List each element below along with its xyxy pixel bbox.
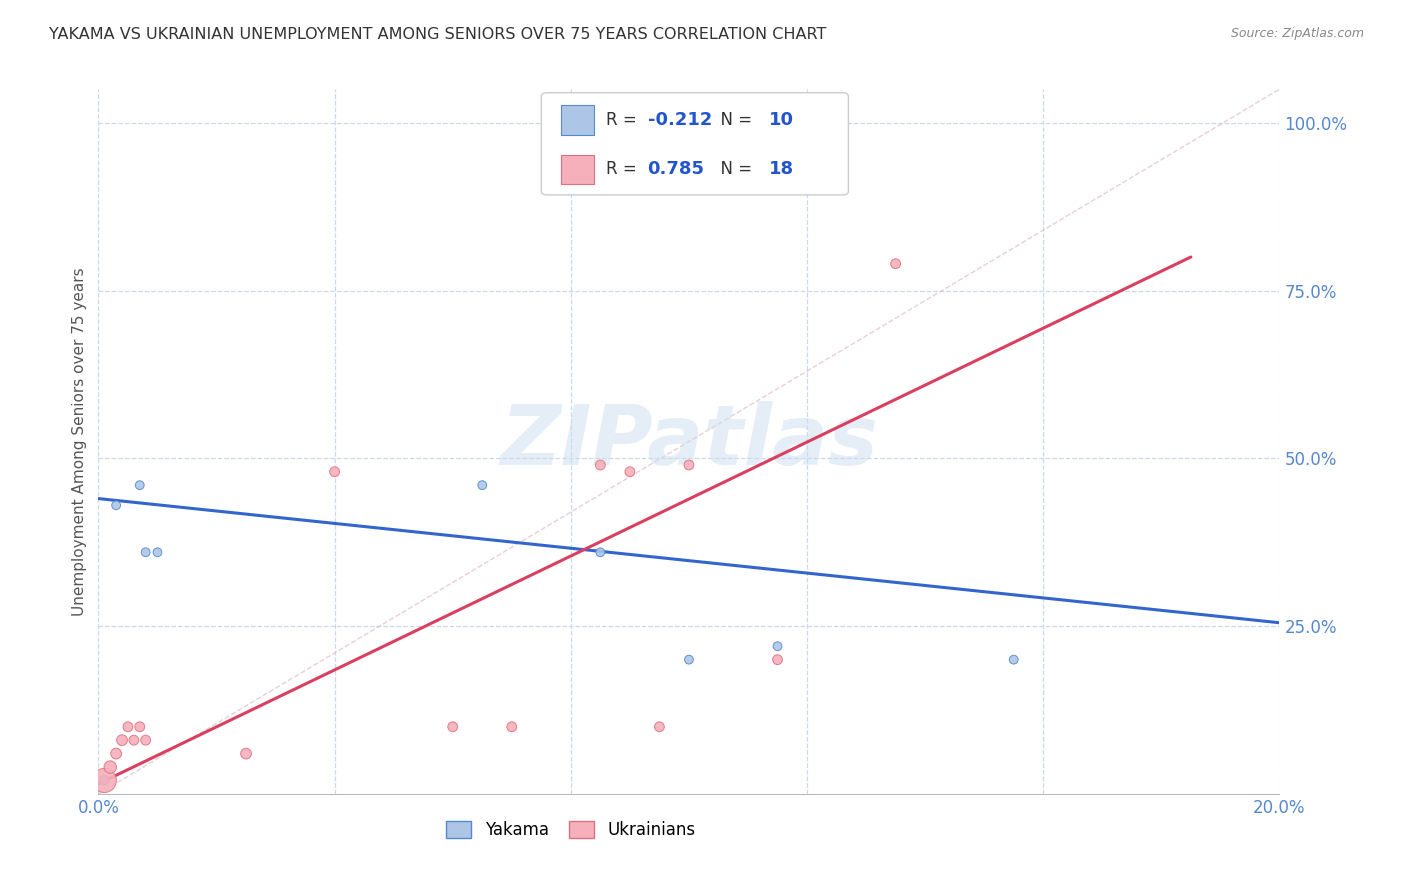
Point: [678, 653, 700, 667]
Text: N =: N =: [710, 160, 758, 178]
Point: [323, 465, 346, 479]
Point: [501, 720, 523, 734]
Point: [619, 465, 641, 479]
Point: [93, 773, 115, 788]
Point: [105, 747, 128, 761]
Point: [884, 257, 907, 271]
Bar: [561, 154, 595, 185]
Point: [117, 720, 139, 734]
Point: [98, 760, 121, 774]
Text: YAKAMA VS UKRAINIAN UNEMPLOYMENT AMONG SENIORS OVER 75 YEARS CORRELATION CHART: YAKAMA VS UKRAINIAN UNEMPLOYMENT AMONG S…: [49, 27, 827, 42]
Point: [766, 653, 789, 667]
Text: N =: N =: [710, 111, 758, 128]
Point: [111, 733, 134, 747]
FancyBboxPatch shape: [541, 93, 848, 194]
Text: 0.785: 0.785: [648, 160, 704, 178]
Legend: Yakama, Ukrainians: Yakama, Ukrainians: [440, 814, 702, 846]
Point: [1002, 653, 1025, 667]
Text: 18: 18: [769, 160, 794, 178]
Point: [678, 458, 700, 472]
Point: [648, 720, 671, 734]
Point: [589, 545, 612, 559]
Point: [471, 478, 494, 492]
Bar: [561, 105, 595, 135]
Text: 10: 10: [769, 111, 794, 128]
Point: [122, 733, 145, 747]
Text: R =: R =: [606, 111, 643, 128]
Point: [441, 720, 464, 734]
Text: ZIPatlas: ZIPatlas: [501, 401, 877, 482]
Point: [93, 773, 115, 788]
Point: [135, 545, 157, 559]
Text: R =: R =: [606, 160, 643, 178]
Text: -0.212: -0.212: [648, 111, 711, 128]
Point: [766, 639, 789, 653]
Point: [128, 478, 150, 492]
Point: [146, 545, 169, 559]
Point: [589, 458, 612, 472]
Point: [235, 747, 257, 761]
Point: [135, 733, 157, 747]
Point: [105, 498, 128, 512]
Point: [128, 720, 150, 734]
Text: Source: ZipAtlas.com: Source: ZipAtlas.com: [1230, 27, 1364, 40]
Y-axis label: Unemployment Among Seniors over 75 years: Unemployment Among Seniors over 75 years: [72, 268, 87, 615]
